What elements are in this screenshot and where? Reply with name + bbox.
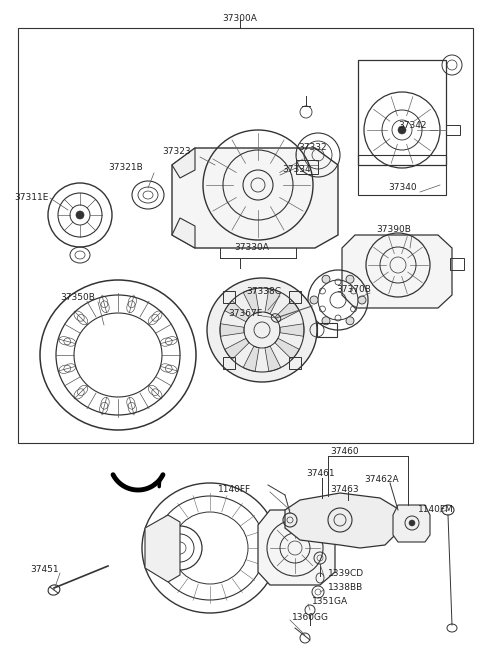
Text: 37311E: 37311E	[14, 194, 48, 203]
Bar	[224, 291, 236, 304]
Polygon shape	[280, 323, 304, 337]
Polygon shape	[258, 510, 335, 585]
Text: 37367E: 37367E	[228, 310, 263, 319]
Text: 1140FM: 1140FM	[418, 506, 454, 514]
Text: 37323: 37323	[162, 148, 191, 157]
Text: 37461: 37461	[306, 470, 335, 478]
Text: 1360GG: 1360GG	[292, 613, 329, 623]
Ellipse shape	[409, 520, 415, 526]
Text: 37460: 37460	[330, 447, 359, 457]
Text: 37463: 37463	[330, 485, 359, 495]
Polygon shape	[285, 493, 400, 548]
Text: 37338C: 37338C	[246, 287, 281, 297]
Circle shape	[310, 296, 318, 304]
Circle shape	[346, 317, 354, 325]
Bar	[450, 258, 464, 270]
Text: 37330A: 37330A	[234, 243, 269, 253]
Bar	[358, 155, 446, 195]
Text: 37462A: 37462A	[364, 476, 398, 485]
Text: 37340: 37340	[388, 184, 417, 192]
Text: 1338BB: 1338BB	[328, 583, 363, 592]
Bar	[446, 125, 460, 135]
Circle shape	[322, 317, 330, 325]
Ellipse shape	[398, 126, 406, 134]
Bar	[288, 291, 300, 304]
Circle shape	[346, 276, 354, 283]
Polygon shape	[225, 300, 249, 321]
Polygon shape	[243, 289, 259, 314]
Ellipse shape	[76, 211, 84, 219]
Bar	[296, 160, 318, 174]
Polygon shape	[342, 235, 452, 308]
Text: 37342: 37342	[398, 121, 427, 131]
Text: 37334: 37334	[282, 165, 311, 174]
Text: 1339CD: 1339CD	[328, 569, 364, 579]
Bar	[224, 356, 236, 369]
Bar	[358, 60, 446, 165]
Polygon shape	[243, 346, 259, 371]
Polygon shape	[172, 148, 195, 178]
Text: 1140FF: 1140FF	[218, 485, 251, 495]
Circle shape	[358, 296, 366, 304]
Polygon shape	[275, 338, 300, 359]
Circle shape	[322, 276, 330, 283]
Polygon shape	[393, 505, 430, 542]
Text: 37370B: 37370B	[336, 285, 371, 295]
Text: 37390B: 37390B	[376, 226, 411, 234]
Ellipse shape	[207, 278, 317, 382]
Text: 37350B: 37350B	[60, 293, 95, 302]
Polygon shape	[172, 148, 338, 248]
Text: 37300A: 37300A	[223, 14, 257, 23]
Polygon shape	[220, 323, 244, 337]
Polygon shape	[145, 515, 180, 582]
Polygon shape	[265, 346, 281, 371]
Bar	[288, 356, 300, 369]
Bar	[317, 323, 337, 337]
Text: 37451: 37451	[30, 565, 59, 575]
Polygon shape	[275, 300, 300, 321]
Text: 37321B: 37321B	[108, 163, 143, 173]
Text: 37332: 37332	[298, 144, 326, 152]
Polygon shape	[265, 289, 281, 314]
Polygon shape	[172, 218, 195, 248]
Text: 1351GA: 1351GA	[312, 598, 348, 607]
Bar	[18, 28, 473, 443]
Polygon shape	[225, 338, 249, 359]
